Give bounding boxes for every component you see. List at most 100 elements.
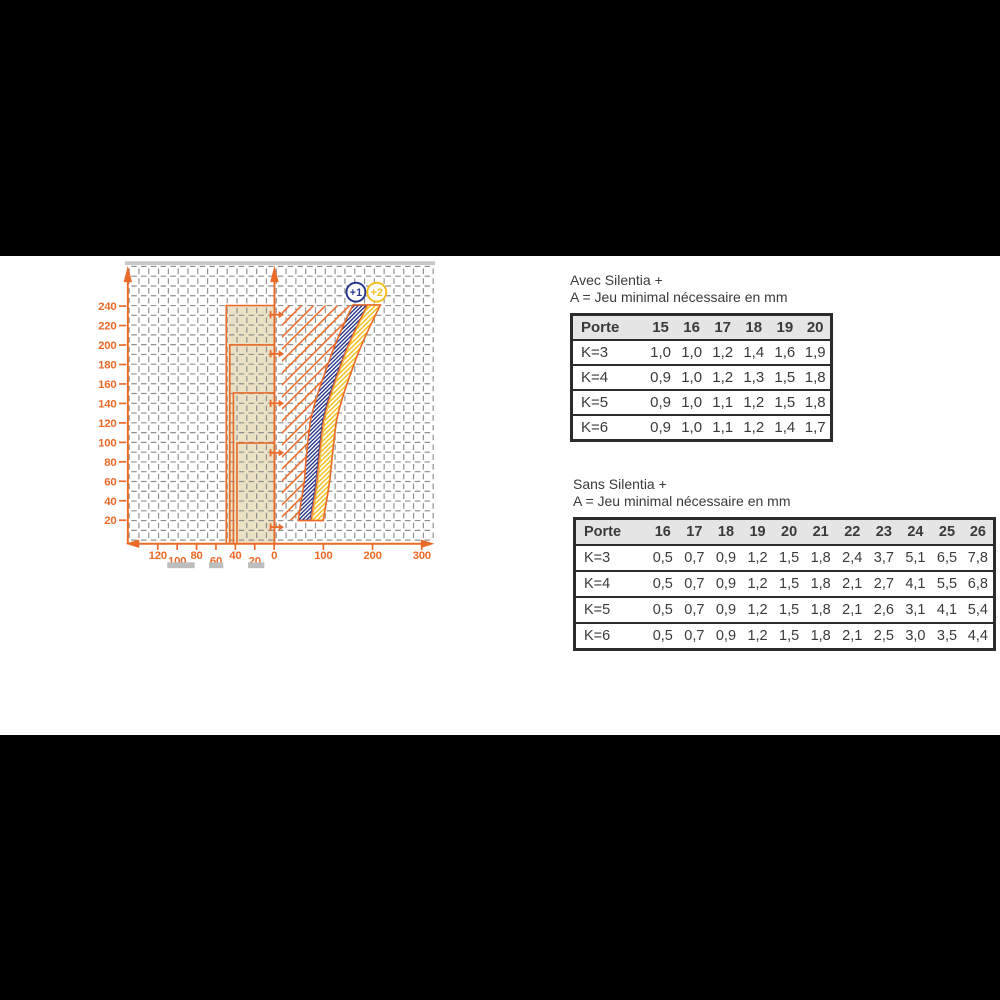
data-cell: 1,2	[738, 389, 770, 415]
band-separator	[310, 305, 368, 521]
header-cell: 21	[804, 518, 837, 545]
grey-artifact	[208, 562, 224, 569]
y-axis-label: 140	[98, 398, 116, 410]
grey-artifact	[248, 562, 265, 569]
header-cell: 17	[678, 518, 711, 545]
x-axis-label: 100	[314, 550, 332, 562]
data-cell: 1,0	[676, 339, 708, 365]
data-cell: 1,0	[676, 389, 708, 415]
badge-plus1-label: +1	[350, 287, 362, 299]
x-axis-label: 300	[413, 550, 431, 562]
data-cell: 1,6	[769, 339, 801, 365]
marker-arrowhead	[278, 311, 284, 319]
table-avec-subtitle: A = Jeu minimal nécessaire en mm	[570, 289, 788, 305]
data-cell: 2,6	[868, 596, 900, 623]
badge-plus1-circle	[345, 281, 367, 303]
y-axis-label: 240	[98, 301, 116, 313]
table-row: K=5 0,5 0,7 0,9 1,2 1,5 1,8 2,1 2,6 3,1 4,1 5,4	[574, 596, 995, 623]
door-step-150	[232, 392, 275, 543]
data-cell: 0,7	[678, 544, 711, 571]
section-sans-silentia: Sans Silentia + A = Jeu minimal nécessai…	[573, 476, 996, 651]
data-cell: 1,2	[707, 364, 739, 390]
data-cell: 0,5	[647, 544, 679, 571]
table-row: K=4 0,9 1,0 1,2 1,3 1,5 1,8	[571, 364, 832, 390]
y-axis-label: 60	[104, 476, 116, 488]
header-cell: 22	[836, 518, 869, 545]
data-cell: 1,8	[800, 389, 832, 415]
data-cell: 0,7	[678, 596, 711, 623]
data-cell: 1,2	[741, 570, 774, 597]
top-grey-strip	[124, 261, 436, 266]
data-cell: K=6	[571, 414, 645, 441]
header-cell: 19	[769, 314, 801, 340]
door-step-200	[229, 344, 275, 543]
grey-artifact	[167, 562, 195, 569]
data-cell: 2,5	[868, 622, 900, 650]
table-sans-title: Sans Silentia +	[573, 476, 667, 492]
table-sans-subtitle: A = Jeu minimal nécessaire en mm	[573, 493, 791, 509]
data-cell: 1,0	[676, 364, 708, 390]
x-axis-label: 40	[229, 550, 241, 562]
data-cell: 0,9	[710, 544, 742, 571]
data-cell: 1,8	[804, 544, 837, 571]
table-row: K=3 1,0 1,0 1,2 1,4 1,6 1,9	[571, 339, 832, 365]
marker-arrowhead	[278, 350, 284, 358]
data-cell: 1,0	[676, 414, 708, 441]
data-cell: 1,1	[707, 414, 739, 441]
segment-markers	[269, 311, 284, 531]
x-axis-left-arrowhead	[125, 539, 140, 548]
x-axis-label: 100	[168, 556, 186, 568]
data-cell: 1,8	[804, 570, 837, 597]
badge-plus2-label: +2	[371, 287, 383, 299]
data-cell: 0,9	[645, 389, 677, 415]
badge-plus2-circle	[366, 281, 388, 303]
data-cell: 0,9	[710, 622, 742, 650]
door-step-100	[236, 442, 275, 543]
data-cell: K=5	[574, 596, 647, 623]
data-cell: 1,2	[738, 414, 770, 441]
header-cell: Porte	[574, 518, 647, 545]
data-cell: K=3	[571, 339, 645, 365]
x-axis-label: 120	[149, 550, 167, 562]
data-cell: 1,8	[800, 364, 832, 390]
data-cell: 4,1	[931, 596, 963, 623]
data-cell: 0,9	[645, 364, 677, 390]
data-cell: 1,3	[738, 364, 770, 390]
y-axis-label: 80	[104, 457, 116, 469]
data-cell: 3,5	[931, 622, 963, 650]
data-cell: 1,0	[645, 339, 677, 365]
data-cell: 0,5	[647, 622, 679, 650]
data-cell: 2,7	[868, 570, 900, 597]
data-cell: 7,8	[962, 544, 995, 571]
x-axis-label: 60	[210, 556, 222, 568]
data-cell: 3,1	[899, 596, 932, 623]
band-envelope	[297, 304, 382, 522]
data-cell: 1,5	[769, 389, 801, 415]
y-axis-label: 20	[104, 515, 116, 527]
data-cell: 1,2	[741, 596, 774, 623]
header-cell: 18	[710, 518, 742, 545]
header-cell: 17	[707, 314, 739, 340]
data-cell: K=5	[571, 389, 645, 415]
header-cell: 19	[741, 518, 774, 545]
data-cell: K=3	[574, 544, 647, 571]
data-cell: 1,5	[773, 596, 805, 623]
data-cell: K=6	[574, 622, 647, 650]
table-header-row: Porte 15 16 17 18 19 20	[571, 314, 832, 340]
door-step-240	[225, 304, 275, 543]
x-axis-labels: 120 100 80 60 40 20 0 100 200 300	[149, 544, 431, 568]
y-axis-label: 120	[98, 418, 116, 430]
data-cell: 0,7	[678, 622, 711, 650]
data-cell: 1,5	[773, 622, 805, 650]
marker-arrowhead	[278, 399, 284, 407]
data-cell: 1,4	[769, 414, 801, 441]
data-cell: 1,2	[707, 339, 739, 365]
data-cell: 3,7	[868, 544, 900, 571]
data-cell: 1,9	[800, 339, 832, 365]
header-cell: 20	[800, 314, 832, 340]
content-band: 240 220 200 180 160 140 120 100 80 60 40 20 120 100 8…	[0, 256, 1000, 735]
data-cell: 4,1	[899, 570, 932, 597]
marker-arrowhead	[278, 523, 284, 531]
y-axis-label: 220	[98, 321, 116, 333]
